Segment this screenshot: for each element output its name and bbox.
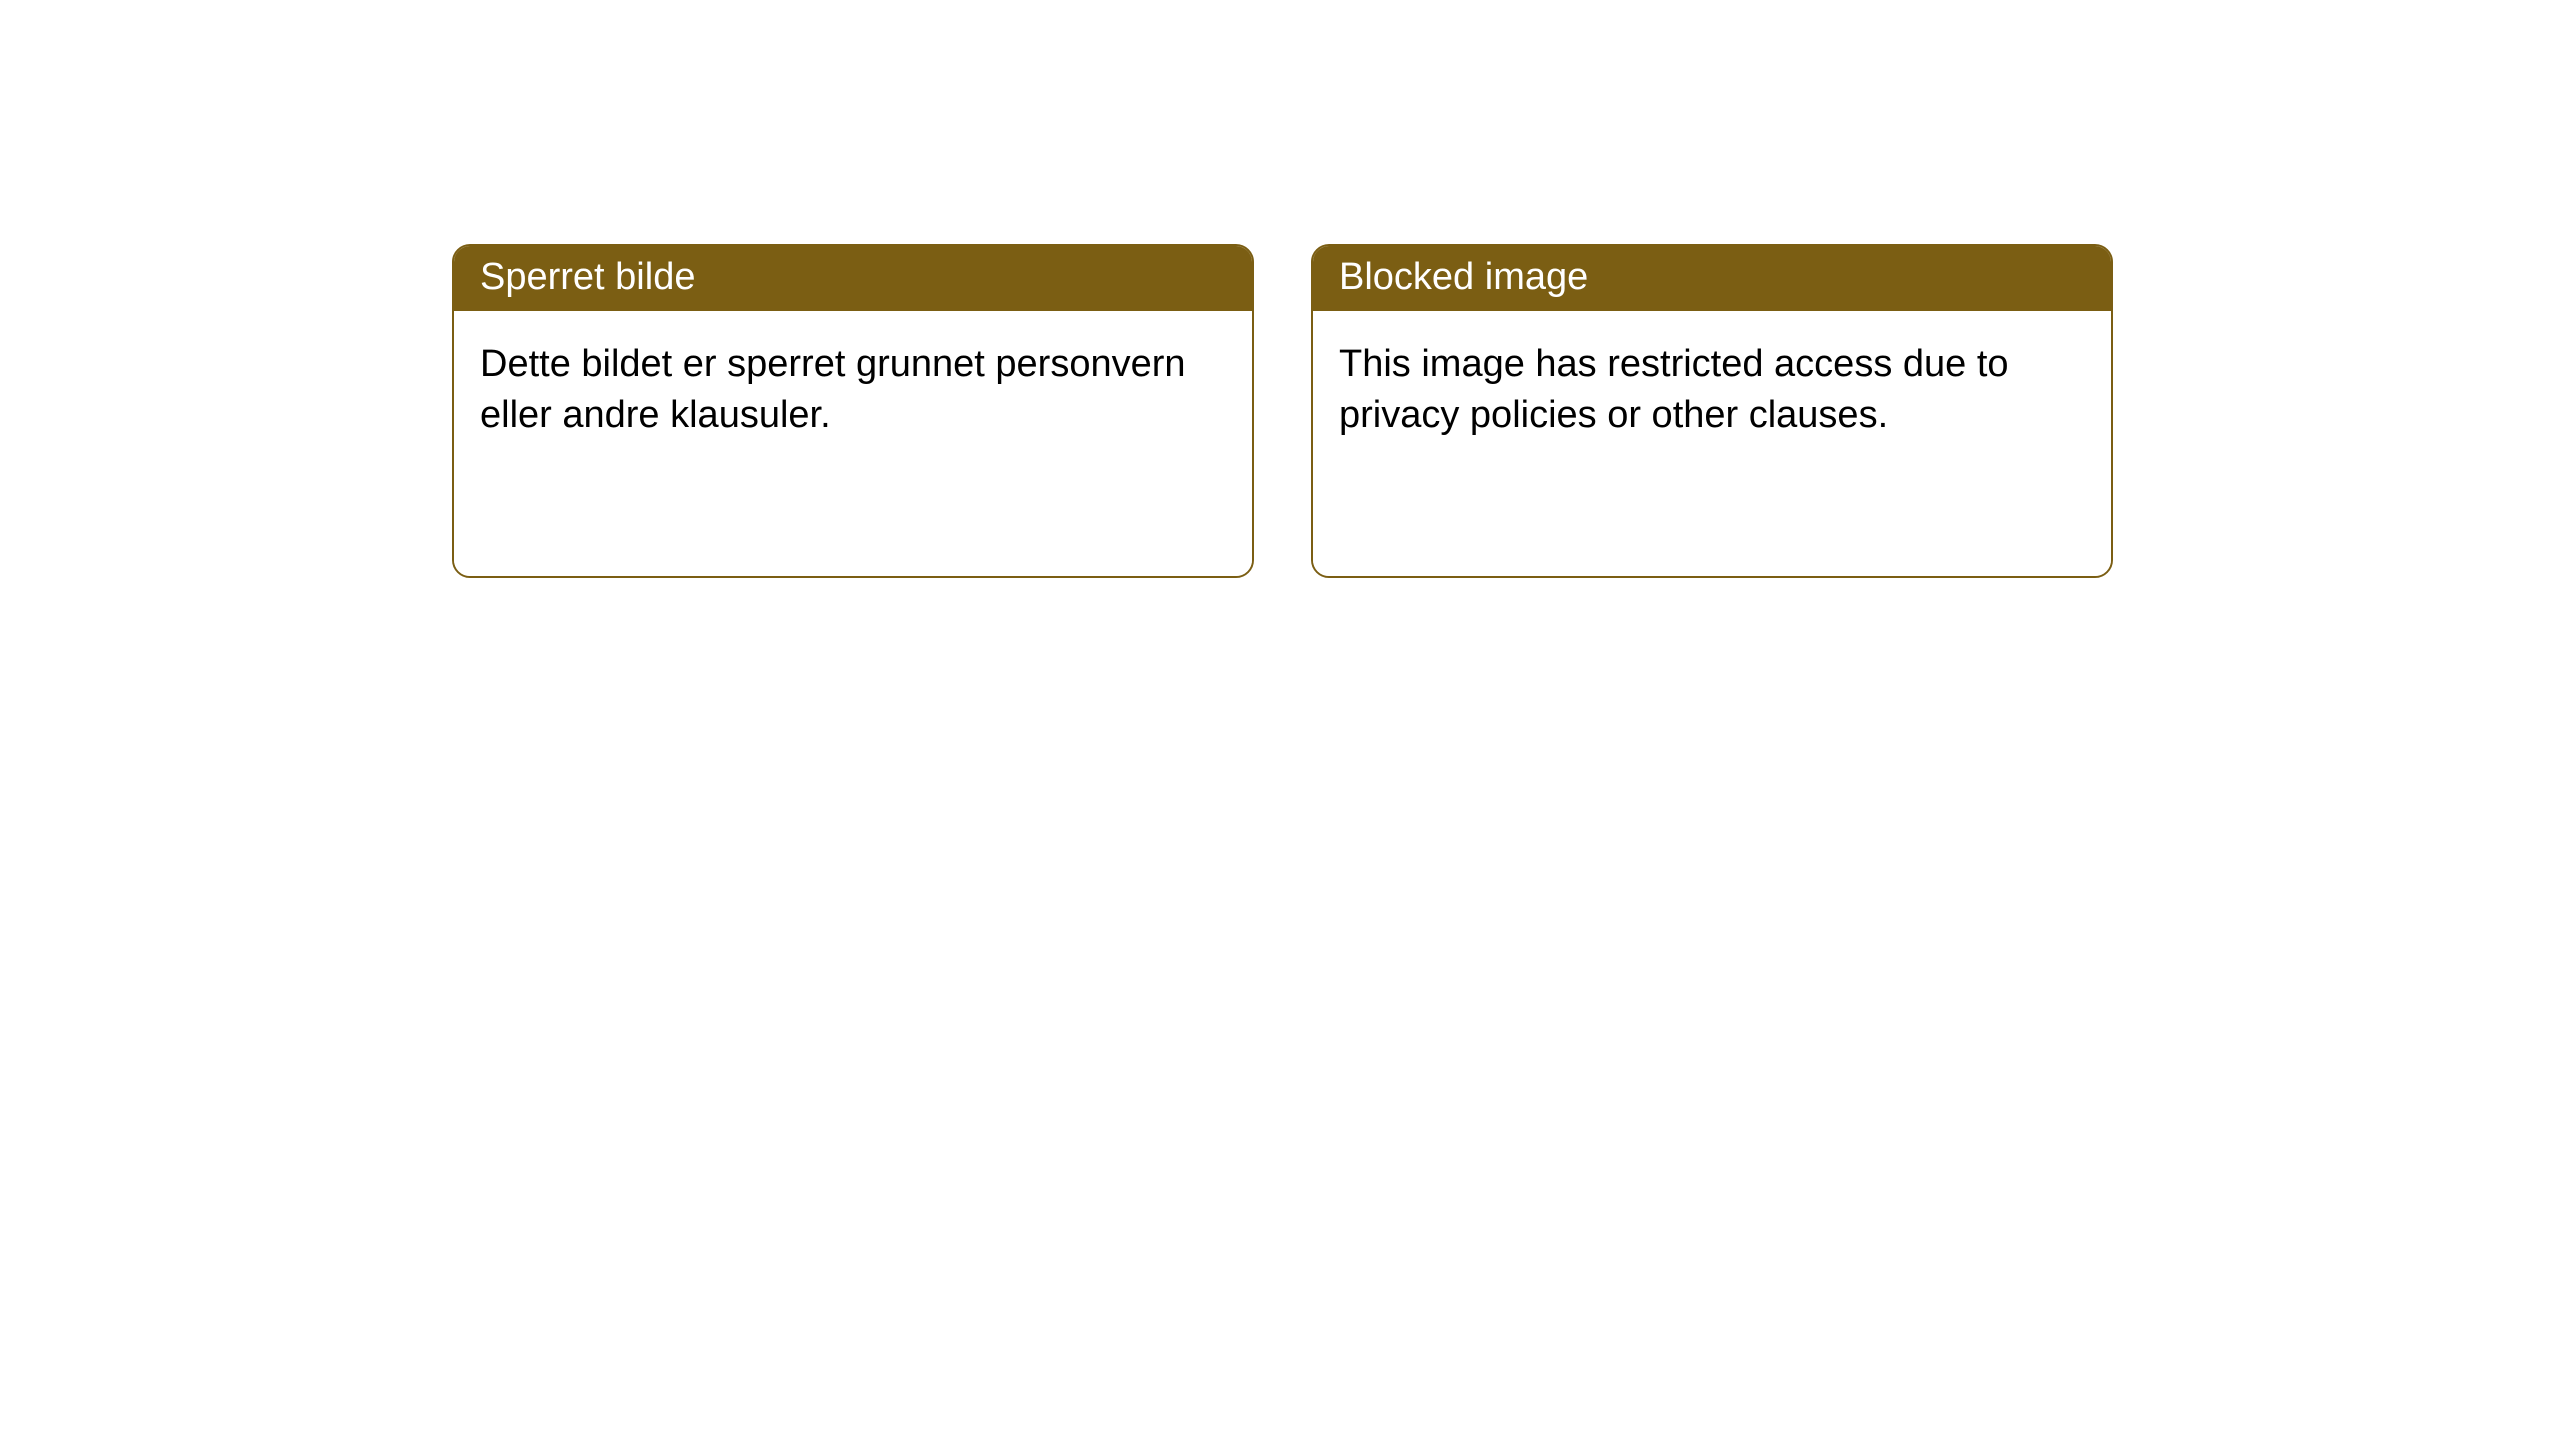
notice-body-english: This image has restricted access due to … bbox=[1313, 311, 2111, 576]
notice-box-english: Blocked image This image has restricted … bbox=[1311, 244, 2113, 578]
notice-box-norwegian: Sperret bilde Dette bildet er sperret gr… bbox=[452, 244, 1254, 578]
notice-body-norwegian: Dette bildet er sperret grunnet personve… bbox=[454, 311, 1252, 576]
notice-header-english: Blocked image bbox=[1313, 246, 2111, 311]
notice-container: Sperret bilde Dette bildet er sperret gr… bbox=[0, 0, 2560, 578]
notice-header-norwegian: Sperret bilde bbox=[454, 246, 1252, 311]
